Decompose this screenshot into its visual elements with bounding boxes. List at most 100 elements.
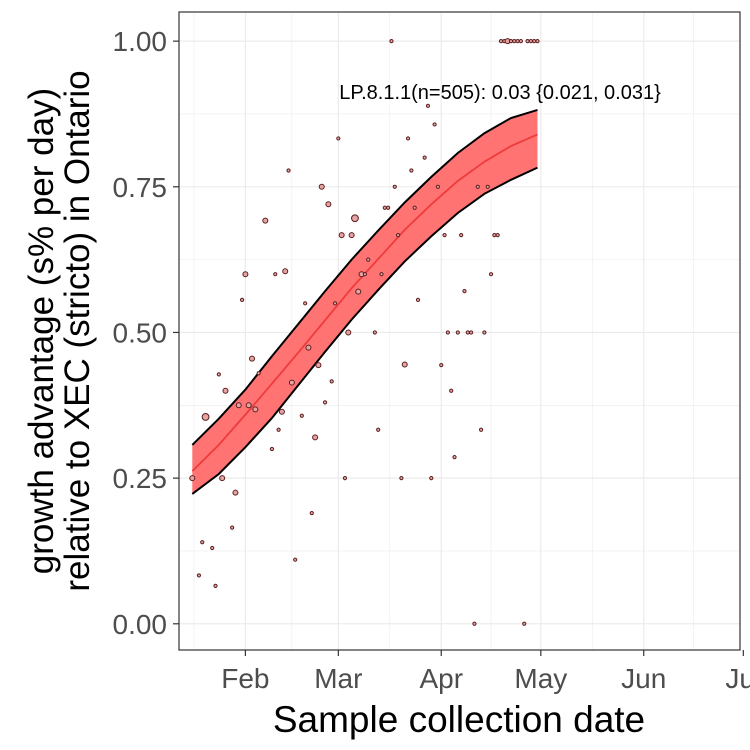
data-point (189, 475, 196, 482)
x-axis: Feb Mar Apr May Jun Jul (221, 650, 750, 694)
x-axis-title: Sample collection date (273, 699, 645, 740)
data-point (379, 272, 384, 277)
grid (179, 12, 740, 650)
data-point (355, 288, 362, 295)
data-point (305, 344, 312, 351)
data-point (276, 427, 281, 432)
data-point (465, 330, 470, 335)
x-tick-label: Apr (419, 663, 463, 694)
y-tick-label: 0.50 (113, 317, 168, 348)
data-point (273, 272, 278, 277)
data-point (485, 184, 490, 189)
data-point (200, 540, 205, 545)
x-tick-label: Mar (314, 663, 362, 694)
x-tick-label: Jun (621, 663, 666, 694)
x-tick-label: Feb (221, 663, 269, 694)
data-point (515, 39, 520, 44)
data-point (522, 621, 527, 626)
data-point (495, 233, 500, 238)
data-point (329, 379, 334, 384)
data-point (293, 557, 298, 562)
data-point (452, 455, 457, 460)
y-tick-label: 0.00 (113, 609, 168, 640)
data-point (309, 510, 314, 516)
data-point (518, 39, 524, 44)
data-point (528, 39, 533, 44)
data-point (242, 271, 249, 278)
data-point (459, 233, 464, 238)
data-point (439, 362, 444, 368)
data-point (415, 297, 421, 302)
data-point (362, 272, 367, 277)
data-point (455, 330, 460, 335)
data-point (442, 233, 447, 238)
data-point (322, 400, 328, 405)
data-point (303, 301, 308, 306)
data-point (222, 387, 229, 394)
data-point (230, 525, 235, 530)
data-point (395, 233, 401, 238)
data-point (252, 406, 259, 413)
data-point (386, 205, 391, 210)
data-point (315, 362, 322, 369)
data-point (336, 136, 341, 141)
data-point (216, 372, 221, 377)
data-point (435, 184, 441, 189)
data-point (445, 330, 450, 335)
data-point (488, 272, 494, 277)
data-point (286, 168, 291, 173)
data-point (219, 475, 226, 482)
data-point (405, 136, 411, 141)
data-point (245, 402, 252, 409)
data-point (392, 184, 397, 189)
y-tick-label: 1.00 (113, 26, 168, 57)
data-point (475, 184, 480, 189)
data-point (256, 371, 261, 376)
data-point (235, 402, 242, 409)
data-point (196, 573, 202, 578)
data-point (432, 122, 437, 127)
data-point (338, 232, 345, 239)
ci-band (192, 109, 538, 494)
data-point (508, 39, 514, 44)
x-tick-label: Jul (725, 663, 750, 694)
data-point (401, 361, 408, 368)
data-point (332, 301, 338, 306)
data-point (342, 476, 348, 481)
ci-lower-edge (191, 166, 538, 495)
data-point (399, 476, 404, 481)
data-point (429, 476, 434, 481)
data-point (312, 434, 319, 441)
data-point (498, 39, 504, 44)
y-axis-title-line-2: relative to XEC (stricto) in Ontario (58, 70, 97, 591)
data-point (282, 268, 289, 275)
data-point (525, 39, 530, 44)
data-point (512, 39, 517, 44)
data-point (249, 355, 256, 362)
y-axis-title: growth advantage (s% per day) relative t… (22, 70, 97, 591)
fit-annotation: LP.8.1.1(n=505): 0.03 {0.021, 0.031} (339, 82, 661, 104)
data-point (213, 583, 218, 589)
data-point (409, 168, 414, 173)
data-point (492, 233, 497, 238)
y-axis-title-line-1: growth advantage (s% per day) (22, 88, 61, 574)
observed-points (189, 38, 540, 626)
data-point (462, 288, 467, 294)
data-point (425, 103, 431, 108)
panel-border (178, 11, 741, 651)
data-point (535, 39, 540, 44)
data-point (532, 39, 537, 44)
data-point (478, 427, 484, 432)
data-point (269, 446, 275, 452)
data-point (472, 621, 477, 626)
y-tick-label: 0.75 (113, 172, 168, 203)
data-point (299, 413, 304, 418)
data-point (318, 183, 325, 190)
data-point (422, 155, 427, 160)
data-point (412, 205, 417, 210)
y-tick-label: 0.25 (113, 463, 168, 494)
data-point (325, 201, 332, 208)
data-point (376, 427, 381, 432)
y-axis: 0.00 0.25 0.50 0.75 1.00 (113, 26, 179, 640)
